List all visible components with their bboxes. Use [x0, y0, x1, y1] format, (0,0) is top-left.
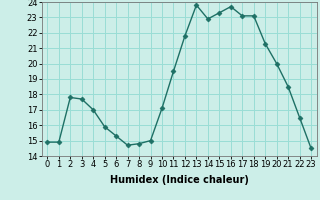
X-axis label: Humidex (Indice chaleur): Humidex (Indice chaleur)	[110, 175, 249, 185]
